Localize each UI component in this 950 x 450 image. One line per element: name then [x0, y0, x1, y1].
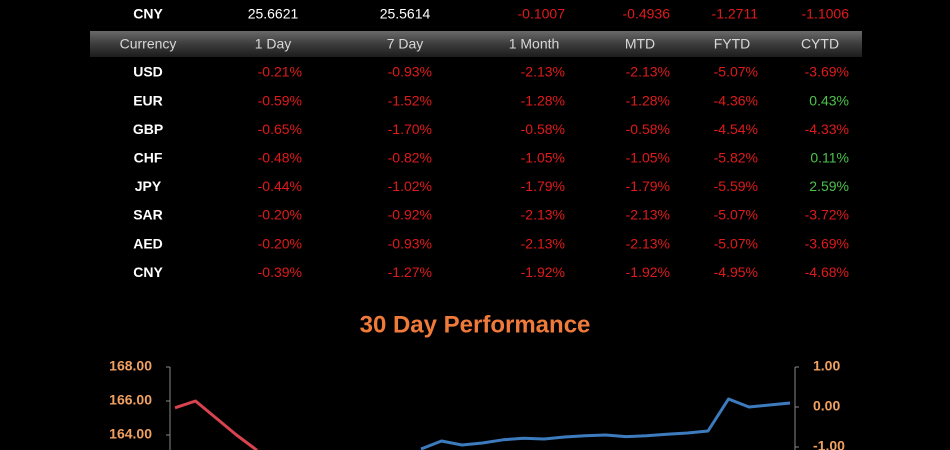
- percent-change: -2.13%: [626, 235, 670, 251]
- percent-change: -4.68%: [805, 264, 849, 280]
- percent-change: -1.79%: [626, 178, 670, 194]
- percent-change: -0.93%: [388, 235, 432, 251]
- percent-change: -5.59%: [714, 178, 758, 194]
- percent-change: -4.95%: [714, 264, 758, 280]
- y-tick-label: 166.00: [109, 392, 152, 408]
- percent-change: -2.13%: [521, 207, 565, 223]
- currency-code: USD: [133, 64, 163, 80]
- column-header: MTD: [625, 36, 655, 52]
- percent-change: -0.21%: [258, 64, 302, 80]
- currency-code: EUR: [133, 92, 163, 108]
- percent-change: -5.82%: [714, 150, 758, 166]
- currency-code: SAR: [133, 207, 163, 223]
- chart-title: 30 Day Performance: [360, 311, 591, 338]
- rate-value: 25.5614: [380, 6, 431, 22]
- percent-change: -5.07%: [714, 235, 758, 251]
- percent-change: -3.69%: [805, 235, 849, 251]
- percent-change: -2.13%: [626, 207, 670, 223]
- series-line: [420, 397, 791, 450]
- percent-change: -1.92%: [626, 264, 670, 280]
- percent-change: -0.93%: [388, 64, 432, 80]
- percent-change: -0.59%: [258, 92, 302, 108]
- percent-change: -1.05%: [521, 150, 565, 166]
- percent-change: -0.58%: [521, 121, 565, 137]
- percent-change: -0.39%: [258, 264, 302, 280]
- percent-change: -5.07%: [714, 64, 758, 80]
- currency-code: GBP: [133, 121, 163, 137]
- percent-change: -5.07%: [714, 207, 758, 223]
- percent-change: -0.20%: [258, 207, 302, 223]
- rate-change: -1.1006: [802, 6, 850, 22]
- percent-change: -0.44%: [258, 178, 302, 194]
- header-band: [90, 31, 862, 57]
- column-header: FYTD: [714, 36, 751, 52]
- percent-change: -0.65%: [258, 121, 302, 137]
- percent-change: -2.13%: [521, 64, 565, 80]
- percent-change: -0.48%: [258, 150, 302, 166]
- column-header: CYTD: [801, 36, 839, 52]
- percent-change: -1.28%: [521, 92, 565, 108]
- currency-code: CHF: [134, 150, 163, 166]
- percent-change: -1.05%: [626, 150, 670, 166]
- rate-change: -1.2711: [712, 6, 759, 22]
- y-tick-label: 168.00: [109, 358, 152, 374]
- series-line: [174, 399, 258, 450]
- percent-change: 0.11%: [810, 150, 849, 166]
- percent-change: -1.52%: [388, 92, 432, 108]
- currency-code: CNY: [133, 264, 163, 280]
- rate-change: -0.4936: [623, 6, 671, 22]
- column-header: 1 Month: [509, 36, 560, 52]
- percent-change: -2.13%: [521, 235, 565, 251]
- percent-change: -1.28%: [626, 92, 670, 108]
- column-header: Currency: [120, 36, 177, 52]
- percent-change: -0.58%: [626, 121, 670, 137]
- percent-change: 2.59%: [809, 178, 849, 194]
- percent-change: -0.20%: [258, 235, 302, 251]
- column-header: 7 Day: [387, 36, 424, 52]
- percent-change: -1.02%: [388, 178, 432, 194]
- rate-value: 25.6621: [248, 6, 299, 22]
- percent-change: -0.82%: [388, 150, 432, 166]
- currency-code: AED: [133, 235, 163, 251]
- y2-tick-label: 0.00: [813, 398, 840, 414]
- percent-change: -1.27%: [388, 264, 432, 280]
- percent-change: -3.69%: [805, 64, 849, 80]
- currency-code: JPY: [135, 178, 162, 194]
- percent-change: -4.33%: [805, 121, 849, 137]
- column-header: 1 Day: [255, 36, 292, 52]
- percent-change: -1.70%: [388, 121, 432, 137]
- percent-change: -4.36%: [714, 92, 758, 108]
- y2-tick-label: 1.00: [813, 358, 840, 374]
- percent-change: -4.54%: [714, 121, 758, 137]
- y-tick-label: 164.00: [109, 426, 152, 442]
- currency-code: CNY: [133, 6, 163, 22]
- percent-change: -2.13%: [626, 64, 670, 80]
- y2-tick-label: -1.00: [813, 438, 845, 450]
- rate-change: -0.1007: [518, 6, 566, 22]
- percent-change: -3.72%: [805, 207, 849, 223]
- percent-change: -0.92%: [388, 207, 432, 223]
- percent-change: -1.92%: [521, 264, 565, 280]
- percent-change: -1.79%: [521, 178, 565, 194]
- percent-change: 0.43%: [809, 92, 849, 108]
